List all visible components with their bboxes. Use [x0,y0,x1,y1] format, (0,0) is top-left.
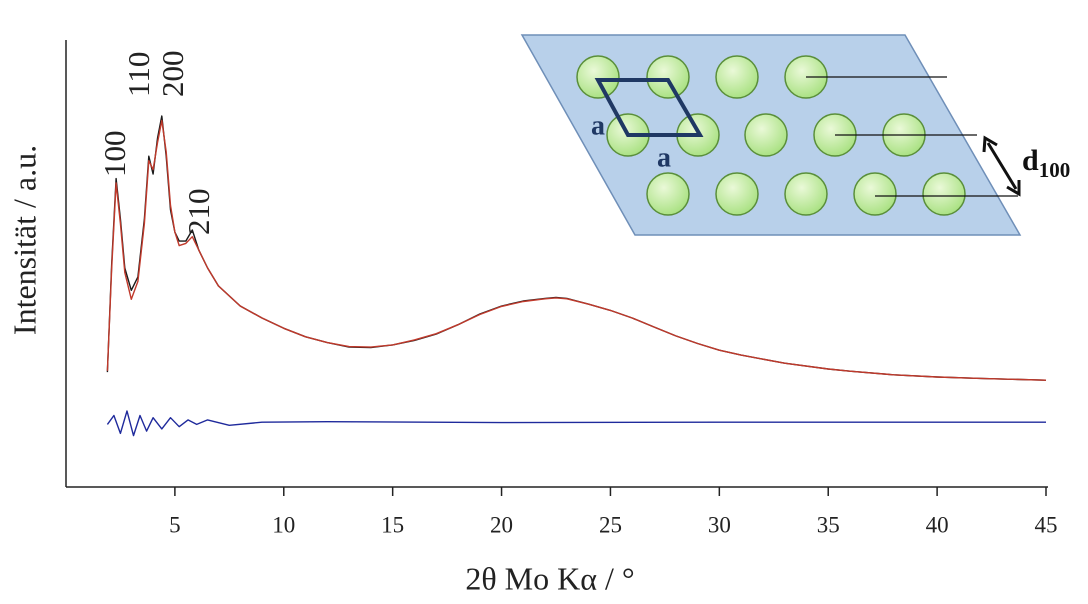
x-tick-label: 30 [708,512,731,537]
peak-label: 100 [97,131,132,178]
peak-label: 210 [181,189,216,236]
lattice-label: a [591,110,605,141]
spacing-label: d100 [1022,144,1070,182]
x-tick-label: 35 [817,512,840,537]
x-tick-label: 10 [272,512,295,537]
peak-label: 200 [155,51,190,98]
lattice-label: a [657,142,671,173]
inset-diagram: a a d100 [522,35,1070,235]
x-tick-label: 40 [926,512,949,537]
data-line [107,411,1046,436]
peak-label: 110 [121,52,156,97]
x-tick-label: 45 [1035,512,1058,537]
spacing-letter: d [1022,144,1039,177]
x-tick-label: 15 [381,512,404,537]
x-axis-label: 2θ Mo Kα / ° [465,560,634,596]
y-axis-label: Intensität / a.u. [6,145,42,335]
x-tick-label: 20 [490,512,513,537]
x-tick-label: 25 [599,512,622,537]
chart: a a d100 2θ Mo Kα / ° Intensität / a.u. … [0,0,1088,604]
spacing-index: 100 [1039,158,1071,182]
x-tick-label: 5 [169,512,181,537]
